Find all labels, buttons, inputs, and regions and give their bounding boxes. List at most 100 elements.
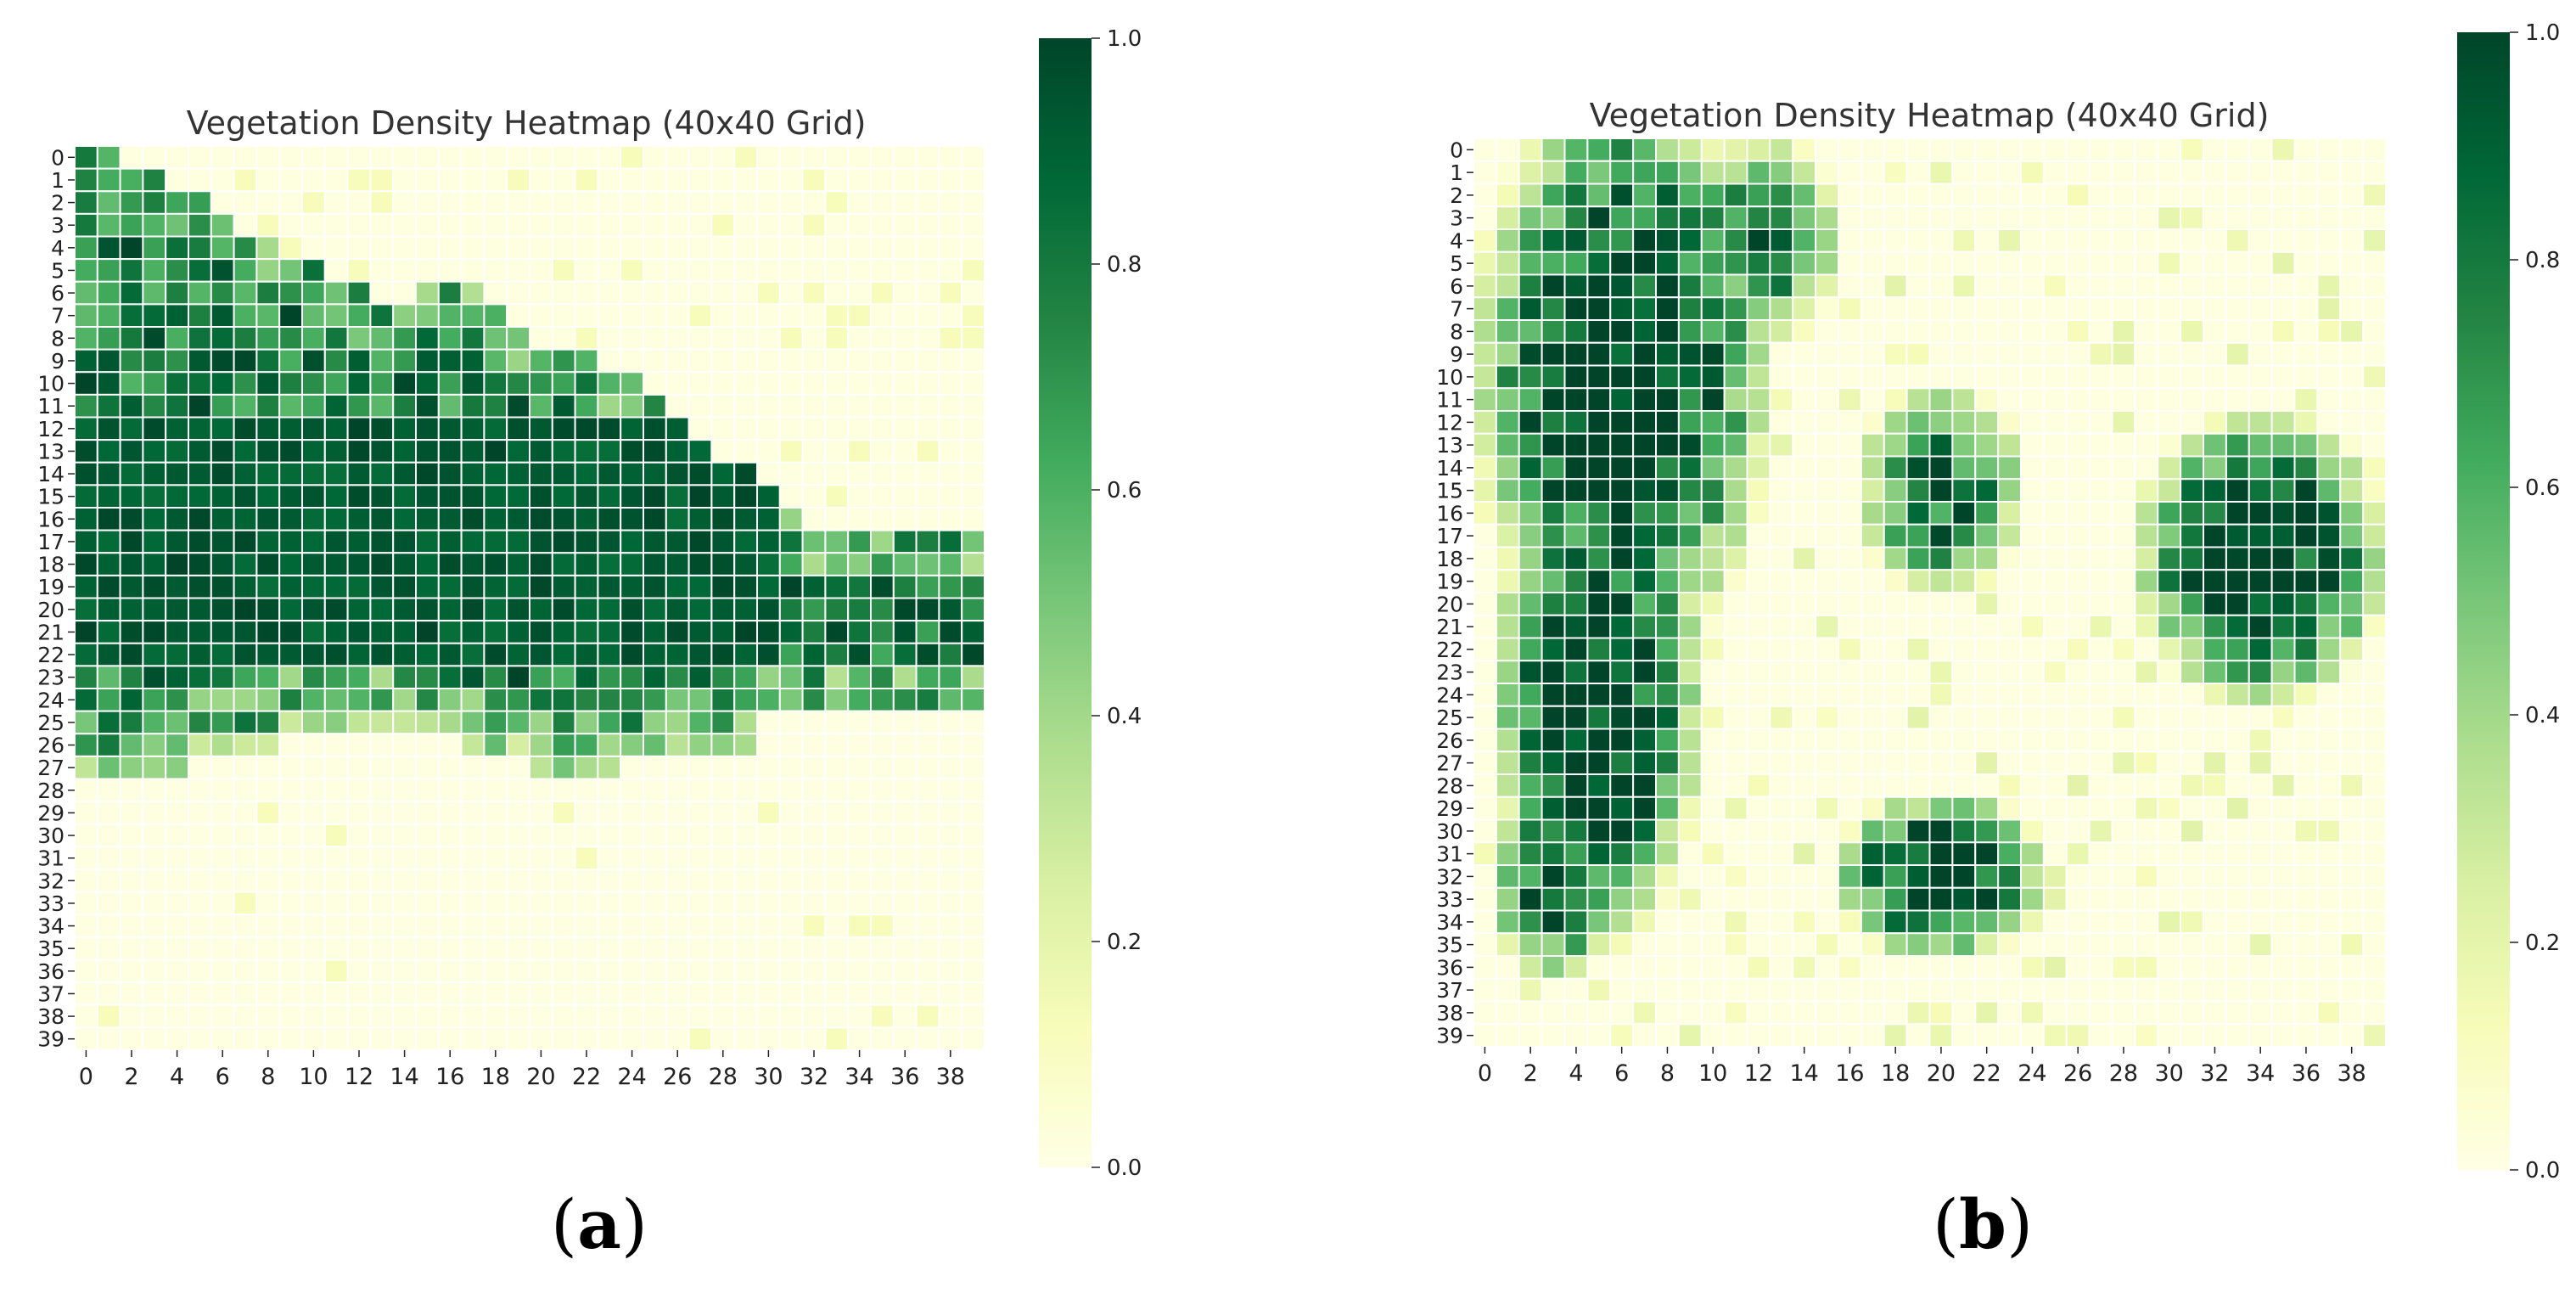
heatmap-cell [551, 303, 576, 329]
heatmap-cell [2339, 228, 2365, 253]
heatmap-cell [2316, 319, 2342, 344]
heatmap-cell [551, 597, 576, 622]
heatmap-cell [1883, 886, 1908, 912]
heatmap-cell [2088, 818, 2113, 844]
heatmap-cell [96, 778, 121, 803]
heatmap-cell [2134, 250, 2159, 276]
y-tick-label: 29 [1436, 796, 1463, 821]
heatmap-cell [2088, 455, 2113, 481]
heatmap-cell [1928, 1023, 1954, 1048]
heatmap-cell [346, 710, 372, 735]
heatmap-cell [2293, 138, 2319, 162]
heatmap-cell [1723, 955, 1748, 980]
heatmap-cell [2225, 886, 2250, 912]
heatmap-cell [1815, 841, 1840, 866]
y-tick-label: 10 [1436, 365, 1463, 390]
heatmap-cell [2248, 614, 2273, 639]
heatmap-cell [1541, 478, 1566, 503]
heatmap-cell [2180, 523, 2205, 548]
heatmap-cell [165, 235, 189, 261]
heatmap-cell [710, 552, 736, 576]
heatmap-cell [847, 212, 873, 238]
heatmap-cell [460, 212, 485, 238]
heatmap-cell [2111, 319, 2136, 344]
heatmap-cell [1541, 183, 1566, 208]
heatmap-cell [2362, 977, 2388, 1003]
heatmap-cell [961, 552, 985, 576]
heatmap-cell [2157, 569, 2182, 593]
heatmap-cell [2180, 932, 2205, 957]
heatmap-cell [255, 642, 281, 667]
heatmap-cell [1974, 228, 2000, 253]
heatmap-cell [1746, 751, 1771, 775]
heatmap-cell [437, 823, 463, 848]
heatmap-cell [778, 326, 804, 351]
heatmap-cell [574, 529, 599, 554]
heatmap-cell [323, 371, 349, 396]
heatmap-cell [938, 303, 963, 329]
heatmap-cell [483, 1003, 508, 1029]
heatmap-cell [710, 416, 736, 441]
y-tick-label: 14 [37, 462, 65, 486]
heatmap-cell [2065, 546, 2091, 571]
heatmap-cell [1792, 410, 1817, 435]
heatmap-cell [210, 688, 235, 712]
heatmap-cell [483, 959, 508, 984]
heatmap-cell [961, 280, 985, 306]
heatmap-cell [529, 846, 553, 871]
heatmap-cell [915, 981, 940, 1006]
heatmap-cell [2270, 592, 2296, 616]
heatmap-cell [1495, 614, 1520, 639]
heatmap-cell [1563, 228, 1589, 253]
heatmap-cell [2088, 183, 2113, 208]
heatmap-cell [2248, 501, 2273, 526]
heatmap-cell [323, 416, 349, 441]
heatmap-cell [892, 1026, 918, 1052]
heatmap-cell [2270, 205, 2296, 230]
heatmap-cell [437, 461, 463, 486]
heatmap-cell [1838, 432, 1862, 458]
heatmap-cell [1586, 683, 1612, 707]
heatmap-cell [1997, 341, 2023, 367]
heatmap-cell [1586, 523, 1612, 548]
heatmap-cell [437, 145, 463, 170]
heatmap-cell [2248, 205, 2273, 230]
heatmap-cell [756, 461, 781, 486]
heatmap-cell [369, 801, 395, 825]
heatmap-cell [1860, 387, 1885, 412]
heatmap-cell [1905, 455, 1931, 481]
heatmap-cell [188, 914, 212, 938]
heatmap-cell [1541, 432, 1566, 458]
heatmap-cell [323, 1026, 349, 1052]
heatmap-cell [2203, 977, 2227, 1003]
heatmap-cell [687, 258, 713, 283]
heatmap-cell [915, 891, 940, 916]
heatmap-cell [2157, 592, 2182, 616]
heatmap-cell [2316, 341, 2342, 367]
heatmap-cell [1655, 228, 1680, 253]
heatmap-cell [597, 665, 622, 690]
heatmap-cell [369, 574, 395, 599]
heatmap-cell [1473, 410, 1497, 435]
heatmap-cell [119, 303, 144, 329]
heatmap-cell [2180, 660, 2205, 684]
heatmap-cell [801, 665, 827, 690]
heatmap-cell [2270, 932, 2296, 957]
heatmap-cell [2362, 886, 2388, 912]
heatmap-cell [278, 778, 304, 803]
heatmap-cell [1677, 1000, 1703, 1026]
heatmap-cell [1974, 455, 2000, 481]
heatmap-cell [2020, 183, 2045, 208]
heatmap-cell [778, 371, 804, 396]
heatmap-cell [2293, 864, 2319, 889]
heatmap-cell [551, 371, 576, 396]
heatmap-cell [323, 484, 349, 509]
heatmap-cell [278, 348, 304, 374]
heatmap-cell [1473, 569, 1497, 593]
heatmap-cell [1541, 364, 1566, 390]
heatmap-cell [74, 393, 98, 419]
heatmap-cell [1769, 273, 1794, 299]
heatmap-cell [369, 642, 395, 667]
heatmap-cell [1769, 637, 1794, 662]
heatmap-cell [2339, 751, 2365, 775]
